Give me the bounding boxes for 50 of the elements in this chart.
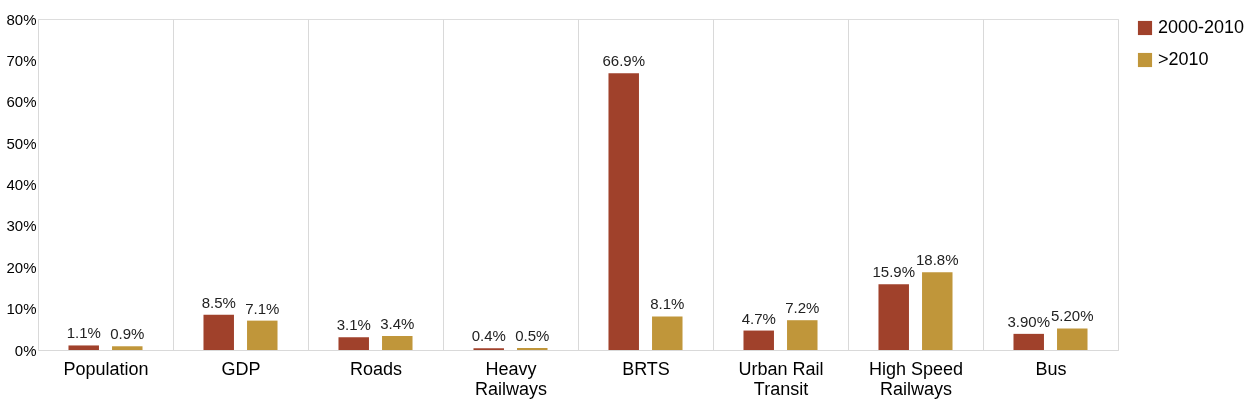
data-label: 8.5%	[201, 293, 236, 311]
x-tick-label: GDP	[221, 358, 261, 379]
y-tick-label: 50%	[6, 134, 37, 152]
x-tick-label: Bus	[1035, 358, 1067, 379]
x-tick-label: Population	[63, 358, 149, 379]
bar	[203, 314, 234, 350]
data-label: 3.90%	[1007, 312, 1050, 330]
y-tick-label: 10%	[6, 300, 37, 318]
data-label: 1.1%	[66, 324, 101, 342]
data-label: 15.9%	[872, 263, 915, 281]
bar	[338, 337, 369, 350]
y-tick-label: 30%	[6, 217, 37, 235]
data-label: 3.1%	[336, 316, 371, 334]
bar	[68, 345, 99, 350]
x-tick-label: BRTS	[622, 358, 670, 379]
y-tick-label: 0%	[14, 341, 37, 359]
legend-label: >2010	[1158, 49, 1209, 69]
data-label: 4.7%	[741, 309, 776, 327]
data-label: 18.8%	[916, 251, 959, 269]
bar	[382, 335, 413, 350]
bar	[517, 347, 548, 350]
y-tick-label: 20%	[6, 258, 37, 276]
data-label: 8.1%	[650, 295, 685, 313]
x-tick-label: Heavy Railways	[474, 358, 548, 399]
data-label: 66.9%	[602, 52, 645, 70]
bar	[608, 73, 639, 350]
x-tick-label: Urban Rail Transit	[738, 358, 824, 399]
bar	[247, 320, 278, 350]
bar	[1057, 328, 1088, 350]
data-label: 7.2%	[785, 299, 820, 317]
data-label: 5.20%	[1051, 307, 1094, 325]
data-label: 0.9%	[110, 325, 145, 343]
x-tick-label: Roads	[349, 358, 403, 379]
data-label: 0.4%	[471, 327, 506, 345]
y-tick-label: 70%	[6, 51, 37, 69]
bar	[652, 316, 683, 350]
data-label: 0.5%	[515, 326, 550, 344]
bar	[112, 346, 143, 350]
bar	[1013, 333, 1044, 350]
x-tick-label: High Speed Railways	[868, 358, 964, 399]
data-label: 3.4%	[380, 314, 415, 332]
bar	[743, 330, 774, 350]
data-label: 7.1%	[245, 299, 280, 317]
bar	[878, 284, 909, 350]
bar	[922, 272, 953, 350]
bar	[787, 320, 818, 350]
y-tick-label: 40%	[6, 176, 37, 193]
y-tick-label: 60%	[6, 93, 37, 111]
y-tick-label: 80%	[6, 10, 37, 28]
legend-label: 2000-2010	[1158, 17, 1245, 37]
